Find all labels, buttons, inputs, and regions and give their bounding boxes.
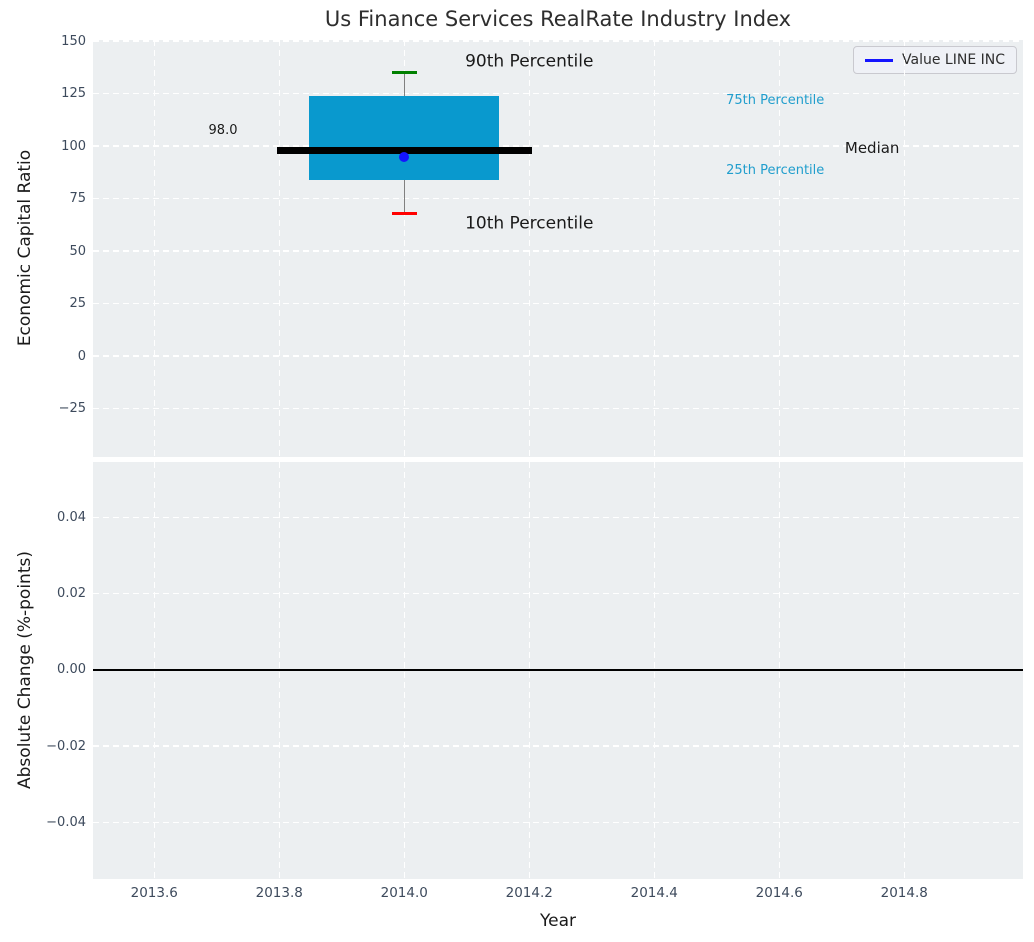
xlabel-year: Year — [540, 911, 576, 931]
gridline-horizontal — [93, 92, 1023, 95]
gridline-horizontal — [93, 302, 1023, 305]
chart-title: Us Finance Services RealRate Industry In… — [324, 7, 792, 31]
annotation: 10th Percentile — [465, 213, 594, 234]
gridline-horizontal — [93, 745, 1023, 747]
y-tick-label: 75 — [69, 191, 86, 207]
legend-line-sample — [865, 58, 894, 62]
annotation: Median — [844, 138, 900, 157]
legend-label: Value LINE INC — [902, 52, 1005, 68]
p90-cap — [391, 71, 417, 75]
median-line — [276, 146, 532, 154]
y-tick-label: 125 — [61, 86, 86, 102]
gridline-horizontal — [93, 40, 1023, 42]
company-value-dot — [399, 151, 410, 162]
plot-area-bottom — [93, 462, 1023, 879]
x-tick-label: 2014.8 — [880, 885, 928, 901]
annotation: 25th Percentile — [726, 163, 825, 179]
x-tick-label: 2013.6 — [130, 885, 178, 901]
y-tick-label: 25 — [69, 296, 86, 311]
gridline-horizontal — [93, 355, 1023, 357]
x-tick-label: 2014.6 — [755, 885, 803, 901]
y-tick-label: −25 — [58, 400, 86, 416]
gridline-horizontal — [93, 250, 1023, 252]
gridline-vertical — [903, 40, 905, 457]
gridline-horizontal — [93, 407, 1023, 410]
gridline-horizontal — [93, 516, 1023, 519]
gridline-vertical — [278, 40, 280, 457]
y-tick-label: 0.00 — [57, 662, 86, 678]
gridline-vertical — [528, 40, 530, 457]
x-tick-label: 2014.0 — [380, 885, 428, 901]
gridline-vertical — [153, 40, 155, 457]
legend: Value LINE INC — [853, 46, 1017, 74]
y-tick-label: 0 — [77, 348, 86, 364]
gridline-horizontal — [93, 592, 1023, 595]
y-tick-label: 100 — [61, 138, 86, 154]
y-tick-label: −0.04 — [46, 815, 86, 831]
y-tick-label: 0.02 — [57, 586, 86, 602]
annotation: 75th Percentile — [726, 92, 825, 108]
y-tick-label: 50 — [69, 243, 86, 259]
y-tick-label: 150 — [61, 33, 86, 49]
x-tick-label: 2014.2 — [505, 885, 553, 901]
p10-cap — [391, 211, 417, 215]
x-tick-label: 2013.8 — [255, 885, 303, 901]
iqr-box — [309, 95, 500, 180]
plot-area-top: Value LINE INC 90th Percentile 10th Perce… — [93, 40, 1023, 457]
y-tick-label: 0.04 — [57, 509, 86, 525]
zero-line — [93, 668, 1023, 671]
gridline-horizontal — [93, 197, 1023, 200]
x-tick-label: 2014.4 — [630, 885, 678, 901]
annotation: 90th Percentile — [465, 51, 594, 72]
gridline-horizontal — [93, 821, 1023, 824]
gridline-vertical — [653, 40, 655, 457]
y-tick-label: −0.02 — [46, 738, 86, 754]
annotation: 98.0 — [208, 123, 238, 139]
